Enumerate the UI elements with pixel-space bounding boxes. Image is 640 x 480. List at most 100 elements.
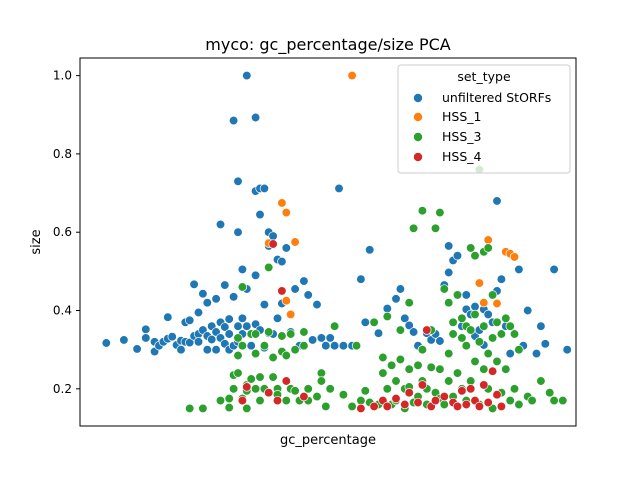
point-hss-3-111: [470, 251, 480, 261]
point-hss-3-82: [426, 362, 436, 372]
point-hss-3-94: [448, 317, 458, 327]
point-unfiltered-storfs-96: [382, 303, 392, 314]
point-unfiltered-storfs-65: [259, 183, 270, 194]
point-hss-3-38: [290, 345, 300, 355]
point-unfiltered-storfs-2: [132, 344, 142, 354]
point-hss-1-9: [483, 235, 493, 245]
point-unfiltered-storfs-54: [242, 321, 252, 331]
point-unfiltered-storfs-77: [281, 243, 291, 253]
point-hss-1-2: [281, 207, 291, 218]
point-hss-4-25: [466, 384, 476, 394]
point-hss-1-13: [509, 252, 520, 262]
point-hss-3-131: [505, 395, 515, 406]
point-unfiltered-storfs-75: [277, 256, 287, 267]
point-hss-3-3: [224, 393, 234, 404]
point-hss-3-4: [224, 402, 234, 413]
point-unfiltered-storfs-115: [461, 290, 471, 300]
point-hss-3-59: [378, 368, 388, 378]
legend-title: set_type: [457, 69, 511, 84]
point-unfiltered-storfs-85: [316, 333, 327, 343]
point-unfiltered-storfs-0: [101, 338, 111, 348]
point-unfiltered-storfs-98: [395, 284, 406, 294]
point-hss-3-2: [215, 395, 226, 406]
legend-box: [397, 64, 571, 174]
point-hss-1-3: [281, 296, 291, 306]
point-unfiltered-storfs-134: [531, 348, 542, 359]
point-unfiltered-storfs-10: [163, 312, 173, 322]
point-hss-3-123: [487, 290, 498, 300]
point-hss-3-63: [386, 360, 397, 370]
point-hss-3-25: [264, 262, 274, 273]
point-hss-3-86: [435, 207, 445, 218]
point-unfiltered-storfs-4: [141, 333, 151, 343]
x-axis-label: gc_percentage: [280, 433, 376, 448]
point-hss-3-22: [255, 395, 265, 406]
point-hss-4-14: [404, 388, 414, 398]
y-tick-label: 1.0: [53, 69, 72, 83]
point-unfiltered-storfs-131: [514, 264, 524, 275]
point-hss-3-78: [417, 345, 428, 355]
point-hss-1-8: [479, 298, 489, 308]
point-hss-3-33: [281, 395, 291, 406]
point-hss-3-23: [259, 341, 270, 351]
point-hss-1-6: [347, 70, 357, 81]
point-unfiltered-storfs-133: [523, 305, 533, 316]
point-hss-3-106: [466, 325, 476, 335]
point-unfiltered-storfs-101: [408, 327, 419, 337]
point-hss-3-132: [509, 329, 520, 339]
point-hss-3-102: [457, 313, 467, 323]
point-unfiltered-storfs-97: [391, 294, 401, 304]
point-hss-3-139: [545, 388, 555, 398]
point-hss-4-9: [369, 401, 379, 412]
point-hss-3-97: [452, 290, 463, 300]
point-unfiltered-storfs-44: [228, 292, 239, 302]
legend: set_type unfiltered StORFs HSS_1 HSS_3 H…: [397, 64, 571, 174]
point-unfiltered-storfs-53: [242, 70, 252, 81]
point-hss-3-137: [527, 395, 537, 406]
point-hss-3-18: [250, 329, 261, 339]
point-hss-3-72: [404, 298, 414, 308]
point-hss-3-129: [501, 364, 511, 374]
points-layer: [101, 70, 572, 414]
point-unfiltered-storfs-137: [549, 264, 559, 275]
point-unfiltered-storfs-66: [259, 299, 270, 310]
point-unfiltered-storfs-19: [189, 279, 199, 289]
point-hss-3-128: [501, 313, 511, 323]
legend-marker-hss-3: [412, 131, 423, 142]
point-hss-4-12: [391, 393, 401, 404]
point-hss-3-119: [483, 348, 493, 359]
point-hss-3-60: [382, 311, 392, 322]
point-hss-3-40: [299, 341, 309, 351]
point-hss-4-16: [417, 380, 428, 390]
point-unfiltered-storfs-41: [224, 329, 234, 339]
point-unfiltered-storfs-11: [167, 332, 177, 342]
point-hss-3-54: [360, 386, 370, 396]
point-unfiltered-storfs-88: [329, 341, 340, 351]
point-hss-4-20: [439, 391, 449, 402]
point-hss-3-44: [312, 391, 322, 402]
chart-title: myco: gc_percentage/size PCA: [205, 35, 450, 55]
point-hss-1-5: [290, 237, 300, 247]
point-hss-3-64: [391, 376, 401, 386]
point-unfiltered-storfs-109: [444, 267, 454, 278]
point-hss-3-8: [233, 368, 243, 378]
point-unfiltered-storfs-52: [237, 264, 248, 275]
point-hss-1-7: [474, 278, 485, 288]
point-hss-3-34: [281, 350, 291, 361]
plot-frame: [79, 57, 577, 427]
point-hss-1-1: [277, 198, 287, 208]
point-unfiltered-storfs-38: [220, 322, 230, 332]
point-hss-4-31: [492, 390, 502, 400]
point-hss-3-75: [413, 360, 423, 370]
point-unfiltered-storfs-92: [356, 274, 366, 284]
point-hss-3-134: [514, 345, 524, 355]
point-hss-4-19: [430, 395, 441, 406]
point-unfiltered-storfs-86: [321, 341, 331, 351]
point-hss-3-116: [479, 321, 489, 331]
point-hss-3-130: [505, 321, 515, 331]
point-hss-4-29: [483, 397, 493, 408]
point-hss-3-52: [351, 341, 362, 351]
point-unfiltered-storfs-82: [303, 290, 313, 300]
point-hss-3-121: [487, 333, 498, 343]
point-hss-4-11: [382, 401, 392, 412]
